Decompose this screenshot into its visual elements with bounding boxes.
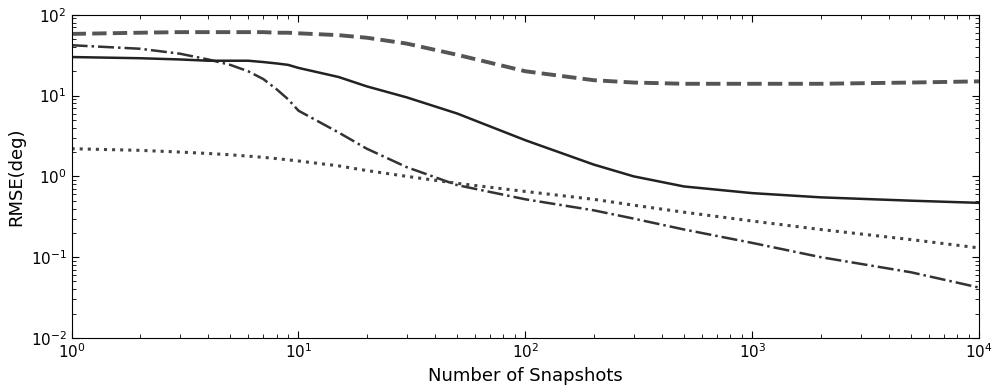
Y-axis label: RMSE(deg): RMSE(deg) [7,127,25,226]
X-axis label: Number of Snapshots: Number of Snapshots [428,367,623,385]
